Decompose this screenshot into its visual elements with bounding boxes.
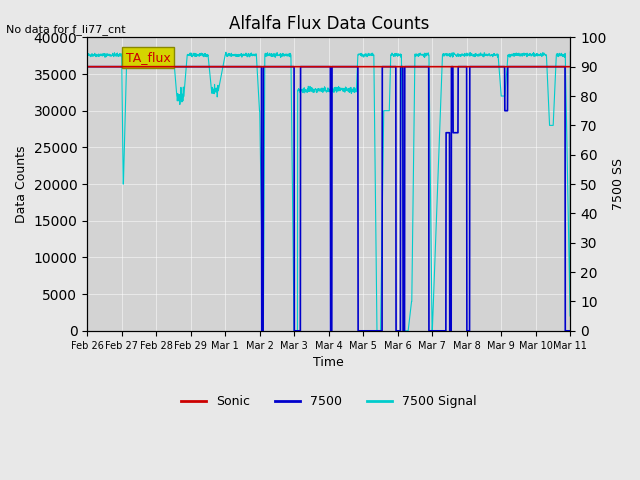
Y-axis label: 7500 SS: 7500 SS (612, 158, 625, 210)
Text: No data for f_li77_cnt: No data for f_li77_cnt (6, 24, 126, 35)
X-axis label: Time: Time (314, 356, 344, 369)
Text: TA_flux: TA_flux (126, 51, 170, 64)
Legend: Sonic, 7500, 7500 Signal: Sonic, 7500, 7500 Signal (176, 390, 481, 413)
Title: Alfalfa Flux Data Counts: Alfalfa Flux Data Counts (228, 15, 429, 33)
Y-axis label: Data Counts: Data Counts (15, 145, 28, 223)
